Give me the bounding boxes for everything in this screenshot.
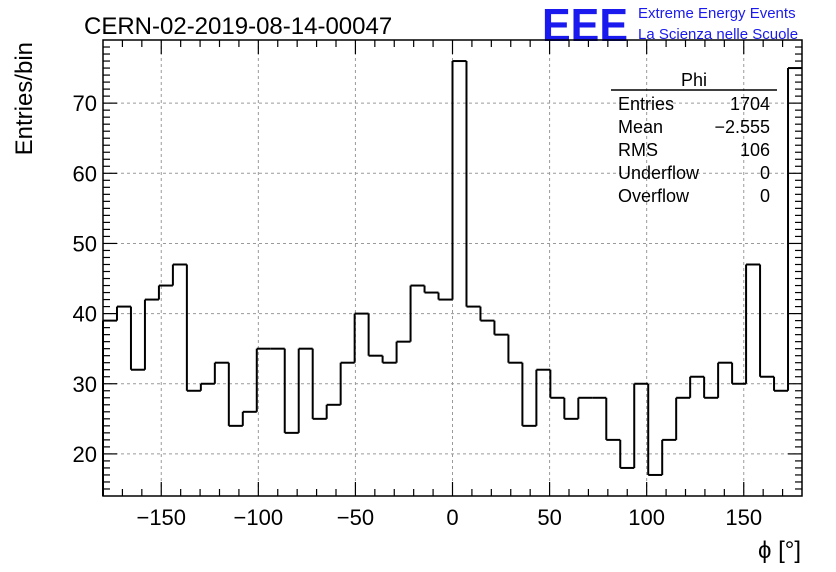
histogram-bin	[437, 292, 453, 301]
x-tick-label: −50	[337, 505, 374, 530]
x-tick-label: 150	[725, 505, 762, 530]
histogram-bin	[465, 61, 481, 308]
histogram-bin	[619, 439, 635, 469]
histogram-bin	[255, 347, 271, 412]
y-tick-label: 40	[73, 302, 97, 327]
stats-value: 0	[760, 186, 770, 206]
histogram-bin	[409, 284, 425, 342]
y-tick-label: 20	[73, 442, 97, 467]
histogram-bin	[521, 362, 537, 427]
histogram-bin	[339, 361, 355, 405]
stats-label: Overflow	[618, 186, 690, 206]
histogram-bin	[507, 334, 523, 364]
y-tick-label: 30	[73, 372, 97, 397]
histogram-bin	[143, 298, 159, 370]
histogram-bin	[157, 284, 173, 300]
stats-value: 1704	[730, 94, 770, 114]
histogram-bin	[703, 376, 719, 399]
stats-label: RMS	[618, 140, 658, 160]
x-tick-label: −150	[136, 505, 186, 530]
y-tick-label: 70	[73, 91, 97, 116]
histogram-bin	[102, 319, 117, 496]
y-axis: 20 30 40 50 60 70	[73, 46, 802, 490]
histogram-bin	[451, 60, 467, 300]
stats-value: 106	[740, 140, 770, 160]
histogram-bin	[171, 263, 187, 286]
stats-value: 0	[760, 163, 770, 183]
histogram-bin	[661, 438, 677, 475]
histogram-bin	[647, 383, 663, 476]
histogram-bin	[759, 264, 775, 378]
logo-line-1: Extreme Energy Events	[638, 5, 796, 22]
x-tick-label: 0	[446, 505, 458, 530]
histogram-bin	[199, 382, 215, 391]
x-axis-label: ϕ [°]	[758, 537, 801, 564]
y-tick-label: 50	[73, 231, 97, 256]
stats-box: Phi Entries 1704 Mean −2.555 RMS 106 Underflow…	[611, 70, 777, 206]
histogram-bin	[745, 263, 761, 384]
histogram-bin	[423, 285, 439, 294]
histogram-bin	[381, 355, 397, 364]
stats-title: Phi	[681, 70, 707, 90]
stats-label: Underflow	[618, 163, 700, 183]
histogram-bin	[353, 312, 369, 363]
chart-title: CERN-02-2019-08-14-00047	[84, 13, 392, 40]
histogram-bin	[689, 375, 705, 398]
stats-row: Entries 1704	[618, 94, 770, 114]
histogram-bin	[297, 347, 313, 433]
histogram-bin	[577, 396, 593, 419]
stats-row: RMS 106	[618, 140, 770, 160]
histogram-bin	[283, 348, 299, 434]
histogram-bin	[535, 368, 551, 426]
histogram-bin	[311, 348, 327, 420]
histogram-bin	[185, 264, 201, 392]
stats-row: Underflow 0	[618, 163, 770, 183]
stats-label: Mean	[618, 117, 663, 137]
histogram-bin	[241, 410, 257, 426]
histogram-bin	[773, 376, 789, 392]
histogram-bin	[563, 397, 579, 420]
stats-value: −2.555	[714, 117, 770, 137]
x-tick-label: 50	[537, 505, 561, 530]
histogram-bin	[717, 361, 733, 398]
x-tick-label: −100	[234, 505, 284, 530]
histogram-bin	[479, 306, 495, 322]
histogram-bin	[633, 382, 649, 468]
x-axis: −150 −100 −50 0 50 100 150	[121, 40, 784, 530]
histogram-bin	[325, 403, 341, 419]
histogram-bin	[227, 362, 243, 427]
histogram-bin	[367, 313, 383, 357]
histogram-bin	[675, 396, 691, 440]
stats-label: Entries	[618, 94, 674, 114]
y-axis-label: Entries/bin	[11, 42, 38, 155]
x-tick-label: 100	[628, 505, 665, 530]
histogram-bin	[493, 320, 509, 336]
histogram-bin	[129, 306, 145, 371]
y-tick-label: 60	[73, 161, 97, 186]
stats-row: Mean −2.555	[618, 117, 770, 137]
eee-logo: EEE Extreme Energy Events La Scienza nel…	[542, 0, 798, 51]
logo-line-2: La Scienza nelle Scuole	[638, 26, 798, 43]
histogram-bin	[213, 361, 229, 384]
logo-mark: EEE	[542, 0, 628, 51]
histogram-bin	[549, 369, 565, 399]
histogram-bin	[731, 362, 747, 385]
stats-row: Overflow 0	[618, 186, 770, 206]
histogram-bin	[395, 340, 411, 363]
histogram-bin	[605, 397, 621, 441]
